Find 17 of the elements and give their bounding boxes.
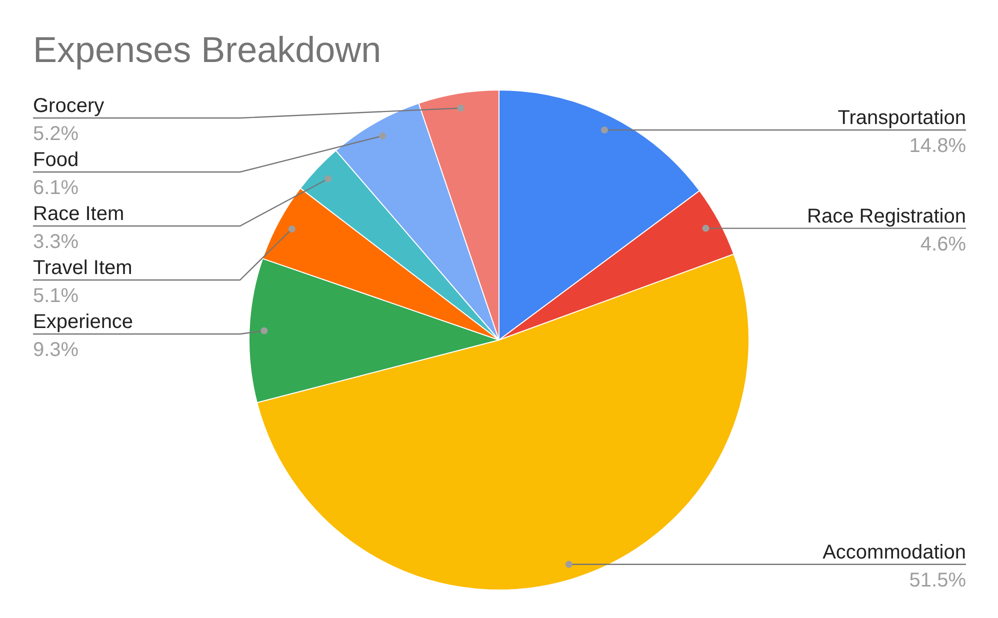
data-label: 3.3% (33, 231, 79, 253)
data-label: 51.5% (909, 569, 966, 592)
slice-label: Race Registration (807, 205, 966, 228)
slice-label: Accommodation (822, 541, 966, 564)
data-label: 9.3% (33, 339, 79, 361)
chart-title: Expenses Breakdown (33, 29, 382, 70)
data-label: 6.1% (33, 177, 79, 199)
slice-label: Experience (33, 311, 134, 333)
data-label: 5.1% (33, 285, 79, 307)
slice-label: Grocery (33, 95, 104, 117)
data-label: 4.6% (920, 233, 966, 256)
data-label: 14.8% (909, 134, 966, 157)
slice-label: Transportation (838, 106, 966, 129)
slice-label: Food (33, 149, 79, 171)
slice-label: Travel Item (33, 257, 132, 279)
data-label: 5.2% (33, 123, 79, 145)
slice-label: Race Item (33, 203, 124, 225)
